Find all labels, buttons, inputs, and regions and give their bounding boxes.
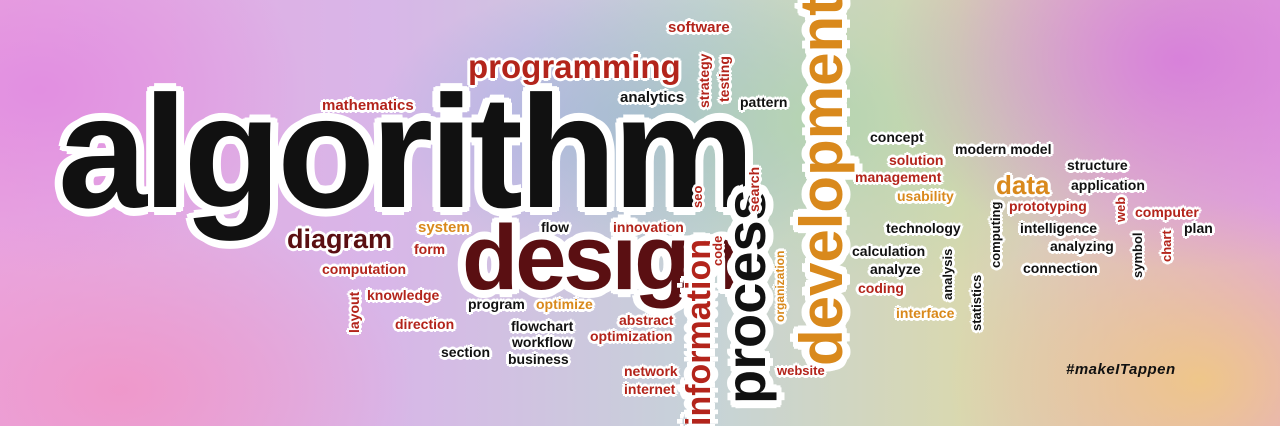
word-pattern: pattern (740, 94, 788, 110)
word-workflow: workflow (512, 334, 573, 350)
word-optimization: optimization (590, 328, 673, 344)
word-direction: direction (395, 316, 455, 332)
word-chart: chart (1159, 230, 1174, 262)
word-innovation: innovation (613, 219, 684, 235)
word-organization: organization (773, 250, 787, 322)
word-internet: internet (624, 381, 676, 397)
word-optimize: optimize (536, 296, 593, 312)
word-computer: computer (1135, 204, 1199, 220)
word-code: code (710, 235, 725, 266)
word-algorithm: algorithm (58, 62, 755, 241)
word-computation: computation (322, 261, 406, 277)
word-system: system (418, 219, 470, 236)
word-prototyping: prototyping (1009, 198, 1087, 214)
word-calculation: calculation (852, 243, 926, 259)
word-mathematics: mathematics (322, 97, 414, 114)
word-design: design (462, 207, 743, 309)
word-programming: programming (468, 48, 681, 85)
word-analysis: analysis (940, 248, 955, 300)
word-flow: flow (541, 219, 569, 235)
word-modern-model: modern model (955, 141, 1052, 157)
word-intelligence: intelligence (1020, 220, 1098, 236)
word-process: process (714, 189, 777, 404)
word-concept: concept (870, 129, 924, 145)
word-strategy: strategy (696, 53, 712, 108)
word-computing: computing (988, 201, 1003, 268)
word-seo: seo (690, 185, 705, 208)
hashtag: #makeITappen (1066, 361, 1176, 378)
word-structure: structure (1067, 157, 1128, 173)
word-analyze: analyze (870, 261, 921, 277)
word-interface: interface (896, 305, 955, 321)
word-business: business (508, 351, 569, 367)
word-web: web (1113, 196, 1128, 222)
word-abstract: abstract (619, 312, 674, 328)
word-coding: coding (858, 280, 904, 296)
word-symbol: symbol (1130, 232, 1145, 278)
word-section: section (441, 344, 491, 360)
word-knowledge: knowledge (367, 287, 440, 303)
word-form: form (414, 241, 446, 257)
word-analytics: analytics (620, 89, 685, 106)
word-data: data (996, 170, 1050, 200)
word-analyzing: analyzing (1050, 238, 1114, 254)
word-program: program (468, 296, 525, 312)
word-information: information (680, 239, 718, 426)
word-plan: plan (1184, 220, 1213, 236)
word-management: management (855, 169, 942, 185)
word-statistics: statistics (969, 274, 984, 331)
word-usability: usability (897, 188, 954, 204)
word-flowchart: flowchart (511, 318, 574, 334)
word-website: website (777, 363, 825, 378)
word-technology: technology (886, 220, 961, 236)
word-search: search (746, 166, 762, 212)
word-solution: solution (889, 152, 944, 168)
word-development: development (788, 0, 855, 366)
word-network: network (624, 363, 678, 379)
word-software: software (668, 19, 730, 36)
word-connection: connection (1023, 260, 1098, 276)
word-application: application (1071, 177, 1145, 193)
word-diagram: diagram (287, 224, 393, 254)
word-layout: layout (346, 291, 362, 333)
word-testing: testing (716, 56, 732, 102)
